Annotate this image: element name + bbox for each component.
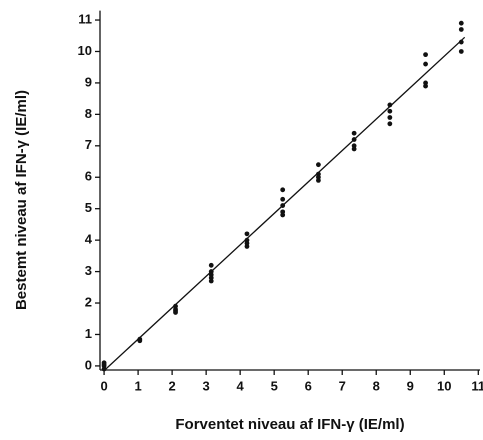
data-point [351,146,357,152]
data-point [423,52,428,58]
data-point [244,231,250,237]
x-tick-label: 8 [373,378,380,393]
data-point [423,61,428,67]
x-tick-label: 2 [169,378,176,393]
x-tick-label: 3 [203,378,210,393]
x-tick-label: 9 [407,378,414,393]
data-point [244,244,250,249]
x-tick-label: 1 [134,378,141,393]
data-point [316,162,321,168]
data-point [387,108,393,114]
data-point [280,196,286,202]
y-tick-label: 3 [85,263,92,278]
x-tick-label: 4 [237,378,245,393]
data-point [208,262,214,268]
x-tick-label: 6 [305,378,312,393]
y-tick-label: 9 [85,74,92,89]
y-tick-label: 2 [85,294,92,309]
data-point [387,102,393,108]
y-tick-label: 7 [85,137,92,152]
data-point [387,121,393,127]
y-tick-label: 0 [85,357,92,372]
data-point [351,137,357,142]
data-point [458,20,464,26]
x-tick-label: 0 [100,378,107,393]
data-point [280,212,286,218]
data-point [458,39,464,45]
data-point [208,278,214,284]
x-tick-label: 11 [471,378,483,393]
data-point [458,49,464,54]
data-point [280,187,286,193]
data-point [387,115,393,120]
data-point [101,366,107,372]
x-tick-label: 10 [437,378,451,393]
y-axis-title: Bestemt niveau af IFN-γ (IE/ml) [13,90,30,310]
x-axis-title: Forventet niveau af IFN-γ (IE/ml) [175,416,404,433]
y-tick-label: 6 [85,169,92,184]
data-point [316,177,321,183]
data-point [280,203,286,208]
data-point [137,338,143,344]
x-tick-label: 5 [271,378,278,393]
y-tick-label: 5 [85,200,92,215]
y-tick-label: 1 [85,326,92,341]
data-point [173,310,178,315]
data-point [423,83,428,89]
data-point [458,27,464,32]
data-point [101,361,107,367]
data-point [351,130,357,136]
y-tick-label: 4 [85,232,93,247]
y-tick-label: 11 [78,11,92,26]
y-tick-label: 10 [78,43,92,58]
y-tick-label: 8 [85,106,92,121]
x-tick-label: 7 [339,378,346,393]
